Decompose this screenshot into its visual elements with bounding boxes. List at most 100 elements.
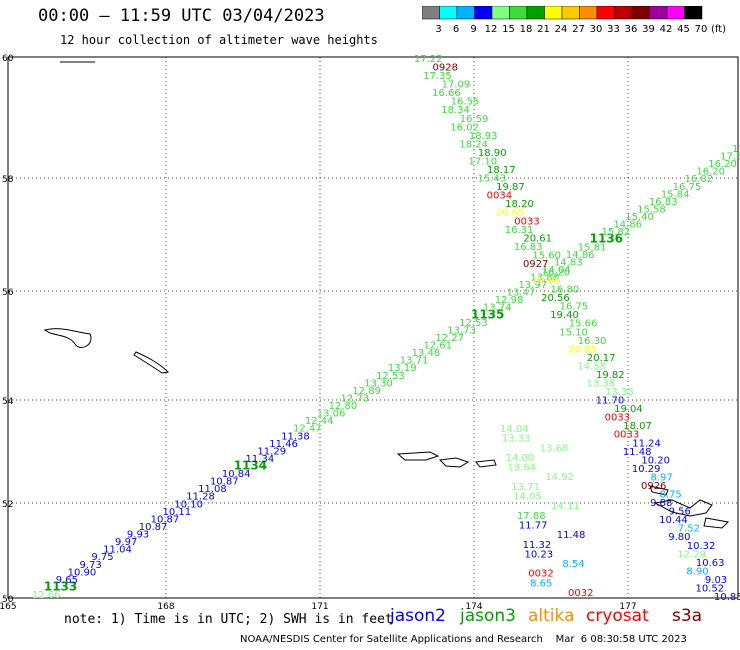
wave-height-label: 0033 <box>605 413 630 424</box>
wave-height-label: 0034 <box>487 191 512 202</box>
coastline <box>43 328 92 348</box>
wave-height-label: 13.71 <box>511 482 540 493</box>
wave-height-label: 7.52 <box>678 524 700 535</box>
latitude-tick: 54 <box>2 397 14 407</box>
wave-height-label: 13.88 <box>530 273 559 284</box>
wave-height-color-scale: 3 6 9 12 15 18 21 24 27 30 33 36 39 42 45 70 (ft) <box>422 6 726 35</box>
wave-height-label: 18.24 <box>459 139 488 150</box>
wave-height-label: 10.87 <box>139 522 168 533</box>
wave-height-label: 10.90 <box>68 567 97 578</box>
wave-height-label: 13.33 <box>502 434 531 445</box>
wave-height-label: 18.90 <box>478 148 507 159</box>
longitude-tick: 165 <box>0 602 17 612</box>
wave-height-label: 16.83 <box>514 242 543 253</box>
wave-height-label: 0926 <box>641 481 666 492</box>
wave-height-label: 11.28 <box>186 492 215 503</box>
coastline <box>653 499 713 517</box>
wave-height-label: 14.04 <box>500 424 529 435</box>
wave-height-label: 16.75 <box>560 302 589 313</box>
wave-height-label: 15.66 <box>569 319 598 330</box>
wave-height-label: 16.82 <box>685 174 714 185</box>
coastline <box>475 459 497 468</box>
wave-height-label: 19.82 <box>596 370 625 381</box>
wave-height-label: 15.60 <box>532 250 561 261</box>
chart-subtitle: 12 hour collection of altimeter wave hei… <box>60 33 378 47</box>
wave-height-label: 10.44 <box>659 515 688 526</box>
coastline <box>133 351 170 374</box>
wave-height-label: 20.17 <box>587 353 616 364</box>
wave-height-label: 11.48 <box>557 530 586 541</box>
scale-label: 12 <box>485 24 498 35</box>
wave-height-label: 11.70 <box>596 396 625 407</box>
wave-height-label: 11.77 <box>519 520 548 531</box>
scale-label: 18 <box>520 24 533 35</box>
wave-height-label: 9.93 <box>127 530 149 541</box>
wave-height-label: 13.48 <box>412 348 441 359</box>
wave-height-label: 11.46 <box>269 439 298 450</box>
wave-height-label: 15.84 <box>661 189 690 200</box>
wave-height-label: 16.55 <box>451 97 480 108</box>
wave-height-label: 16.75 <box>673 182 702 193</box>
coastline <box>438 457 470 468</box>
wave-height-label: 16.20 <box>541 267 570 278</box>
wave-height-label: 10.84 <box>222 469 251 480</box>
wave-height-label: 18.17 <box>487 165 516 176</box>
wave-height-label: 18.93 <box>469 131 498 142</box>
wave-height-label: 12.98 <box>495 295 524 306</box>
wave-height-label: 10.11 <box>163 507 192 518</box>
scale-swatch <box>684 6 703 20</box>
wave-height-label: 0032 <box>528 569 553 580</box>
wave-height-label: 16.02 <box>450 122 479 133</box>
wave-height-label: 15.82 <box>601 227 630 238</box>
wave-height-label: 9.75 <box>91 552 113 563</box>
latitude-tick: 50 <box>2 595 14 605</box>
wave-height-label: 8.54 <box>562 559 584 570</box>
wave-height-label: 12.61 <box>424 341 453 352</box>
wave-height-label: 15.58 <box>637 204 666 215</box>
wave-height-label: 16.66 <box>432 88 461 99</box>
wave-height-label: 14.86 <box>613 220 642 231</box>
scale-label: (ft) <box>711 24 726 35</box>
scale-label: 3 <box>435 24 441 35</box>
scale-label: 45 <box>677 24 690 35</box>
longitude-tick: 177 <box>619 602 636 612</box>
wave-height-label: 11.29 <box>257 446 286 457</box>
wave-height-label: 19.04 <box>614 404 643 415</box>
wave-height-label: 1135 <box>471 307 504 321</box>
wave-height-label: 13.47 <box>507 288 536 299</box>
wave-height-label: 13.38 <box>587 379 616 390</box>
wave-height-label: 11.24 <box>632 438 661 449</box>
wave-height-label: 19.86 <box>532 276 561 287</box>
wave-height-label: 11.48 <box>623 447 652 458</box>
wave-height-label: 8.90 <box>686 566 708 577</box>
wave-height-label: 17.4 <box>732 144 740 155</box>
wave-height-label: 11.04 <box>103 545 132 556</box>
wave-height-label: 9.88 <box>650 498 672 509</box>
coastline <box>396 451 440 461</box>
wave-height-label: 16.31 <box>505 225 534 236</box>
wave-height-label: 10.63 <box>696 558 725 569</box>
longitude-tick: 171 <box>311 602 328 612</box>
scale-label: 21 <box>537 24 550 35</box>
wave-height-label: 11.08 <box>198 484 227 495</box>
wave-height-label: 14.11 <box>551 501 580 512</box>
wave-height-label: 12.53 <box>459 318 488 329</box>
wave-height-label: 9.03 <box>705 575 727 586</box>
wave-height-label: 8.75 <box>660 490 682 501</box>
wave-height-label: 16.30 <box>578 336 607 347</box>
wave-height-label: 20.56 <box>541 293 570 304</box>
wave-height-label: 15.10 <box>559 327 588 338</box>
wave-height-label: 18.07 <box>623 421 652 432</box>
wave-height-label: 15.40 <box>625 212 654 223</box>
scale-label: 9 <box>470 24 476 35</box>
footer-timestamp: Mar 6 08:30:58 UTC 2023 <box>555 634 687 645</box>
coastline <box>649 485 669 496</box>
coastline <box>703 517 730 529</box>
wave-height-label: 12.89 <box>352 386 381 397</box>
wave-height-label: 13.73 <box>447 325 476 336</box>
satellite-altika: altika <box>528 606 575 626</box>
scale-label: 27 <box>572 24 585 35</box>
wave-height-label: 14.83 <box>554 257 583 268</box>
longitude-tick: 174 <box>465 602 482 612</box>
